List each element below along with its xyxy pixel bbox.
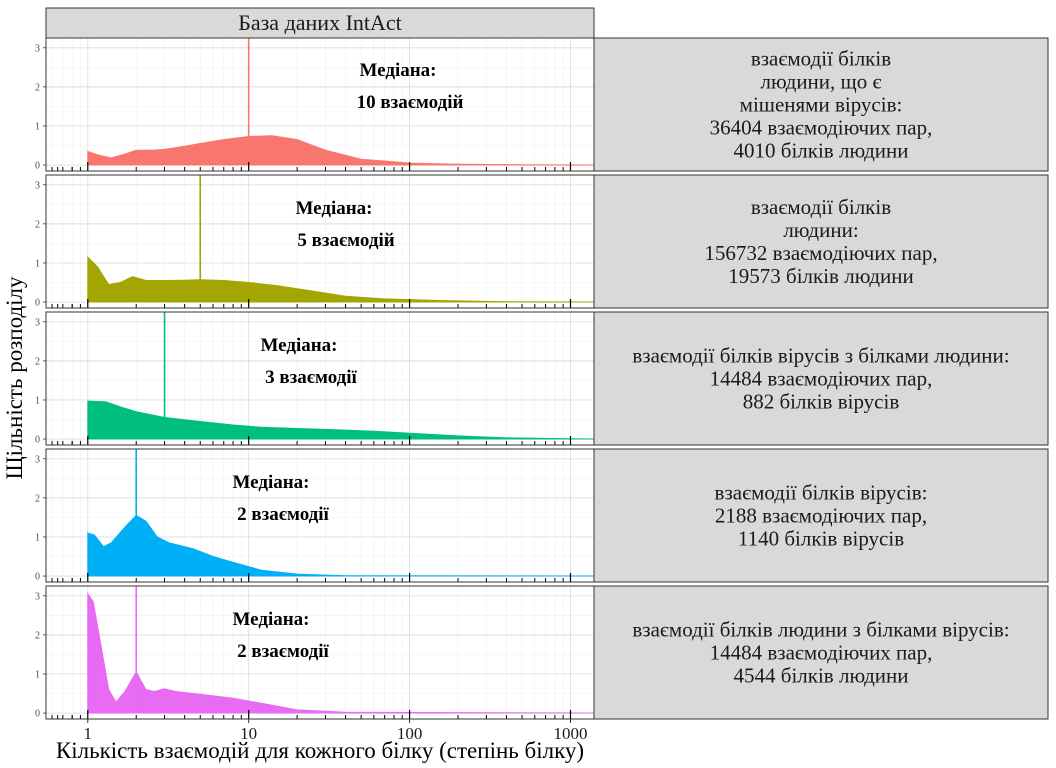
- side-strip-line: мішенями вірусів:: [740, 93, 903, 117]
- y-tick-label: 1: [35, 258, 40, 269]
- x-tick-label: 1: [84, 724, 93, 743]
- density-area: [87, 255, 595, 303]
- side-strip-line: взаємодії білків вірусів з білками людин…: [632, 344, 1009, 368]
- median-annotation-label: Медіана:: [232, 472, 309, 493]
- x-axis: 1 10 100 1000: [84, 719, 587, 743]
- side-strip-line: 882 білків вірусів: [743, 390, 900, 414]
- density-area: [87, 135, 595, 166]
- median-annotation-value: 10 взаємодій: [357, 92, 464, 113]
- side-strip-line: 2188 взаємодіючих пар,: [715, 504, 927, 528]
- density-area: [87, 592, 595, 714]
- side-strip-line: людини, що є: [761, 70, 882, 94]
- side-strip-line: взаємодії білків людини з білками вірусі…: [632, 618, 1009, 642]
- median-annotation-value: 5 взаємодій: [297, 230, 394, 251]
- side-strip-line: 36404 взаємодіючих пар,: [710, 116, 933, 140]
- side-strip-line: 156732 взаємодіючих пар,: [704, 241, 937, 265]
- title-strip: База даних IntAct: [45, 7, 595, 39]
- side-strip-background: [593, 174, 1049, 309]
- facet-panel-3: 0 1 2 3 Медіана: 3 взаємодії взаємодії білків …: [35, 311, 1049, 446]
- median-annotation-value: 2 взаємодії: [237, 504, 329, 525]
- y-tick-label: 2: [35, 493, 40, 504]
- y-tick-label: 2: [35, 630, 40, 641]
- side-strip-line: взаємодії білків вірусів:: [715, 481, 928, 505]
- y-tick-label: 3: [35, 454, 40, 465]
- y-tick-label: 0: [35, 298, 40, 309]
- side-strip-background: [593, 37, 1049, 172]
- y-tick-label: 3: [35, 180, 40, 191]
- y-tick-label: 1: [35, 121, 40, 132]
- side-strip-background: [593, 311, 1049, 446]
- median-annotation-value: 3 взаємодії: [265, 367, 357, 388]
- y-tick-label: 2: [35, 219, 40, 230]
- x-axis-title: Кількість взаємодій для кожного білку (с…: [56, 738, 584, 763]
- x-tick-label: 10: [240, 724, 257, 743]
- side-strip-line: 4544 білків людини: [734, 664, 909, 688]
- side-strip-line: 4010 білків людини: [734, 139, 909, 163]
- side-strip-background: [593, 585, 1049, 720]
- side-strip-background: [593, 448, 1049, 583]
- side-strip-line: 19573 білків людини: [728, 264, 913, 288]
- y-tick-label: 3: [35, 43, 40, 54]
- panels: 0 1 2 3 Медіана: 10 взаємодій взаємодії білків…: [35, 37, 1049, 720]
- chart-title: База даних IntAct: [238, 10, 402, 35]
- side-strip-line: людини:: [783, 218, 858, 242]
- density-area: [87, 514, 595, 577]
- y-tick-label: 0: [35, 161, 40, 172]
- y-tick-label: 2: [35, 356, 40, 367]
- facet-panel-4: 0 1 2 3 Медіана: 2 взаємодії взаємодії білків …: [35, 448, 1049, 583]
- side-strip: взаємодії білків вірусів:2188 взаємодіюч…: [593, 448, 1049, 583]
- y-tick-label: 0: [35, 572, 40, 583]
- y-tick-label: 1: [35, 395, 40, 406]
- y-tick-label: 3: [35, 317, 40, 328]
- facet-panel-1: 0 1 2 3 Медіана: 10 взаємодій взаємодії білків…: [35, 37, 1049, 172]
- x-tick-label: 1000: [553, 724, 587, 743]
- side-strip-line: 14484 взаємодіючих пар,: [710, 641, 933, 665]
- y-tick-label: 2: [35, 82, 40, 93]
- side-strip-line: взаємодії білків: [751, 47, 891, 71]
- y-axis-title: Щільність розподілу: [2, 276, 27, 480]
- y-tick-label: 1: [35, 532, 40, 543]
- median-annotation-label: Медіана:: [359, 60, 436, 81]
- title-strip-background: [45, 7, 595, 39]
- y-tick-label: 3: [35, 591, 40, 602]
- side-strip-line: взаємодії білків: [751, 195, 891, 219]
- facet-panel-5: 0 1 2 3 Медіана: 2 взаємодії взаємодії білків …: [35, 585, 1049, 720]
- side-strip-line: 1140 білків вірусів: [738, 527, 904, 551]
- side-strip-line: 14484 взаємодіючих пар,: [710, 367, 933, 391]
- side-strip: взаємодії білків вірусів з білками людин…: [593, 311, 1049, 446]
- y-tick-label: 0: [35, 435, 40, 446]
- median-annotation-label: Медіана:: [295, 198, 372, 219]
- y-tick-label: 0: [35, 709, 40, 720]
- median-annotation-value: 2 взаємодії: [237, 641, 329, 662]
- median-annotation-label: Медіана:: [260, 335, 337, 356]
- facet-panel-2: 0 1 2 3 Медіана: 5 взаємодій взаємодії білківл…: [35, 174, 1049, 309]
- median-annotation-label: Медіана:: [232, 609, 309, 630]
- side-strip: взаємодії білків людини з білками вірусі…: [593, 585, 1049, 720]
- x-tick-label: 100: [397, 724, 423, 743]
- density-area: [87, 400, 595, 440]
- y-tick-label: 1: [35, 669, 40, 680]
